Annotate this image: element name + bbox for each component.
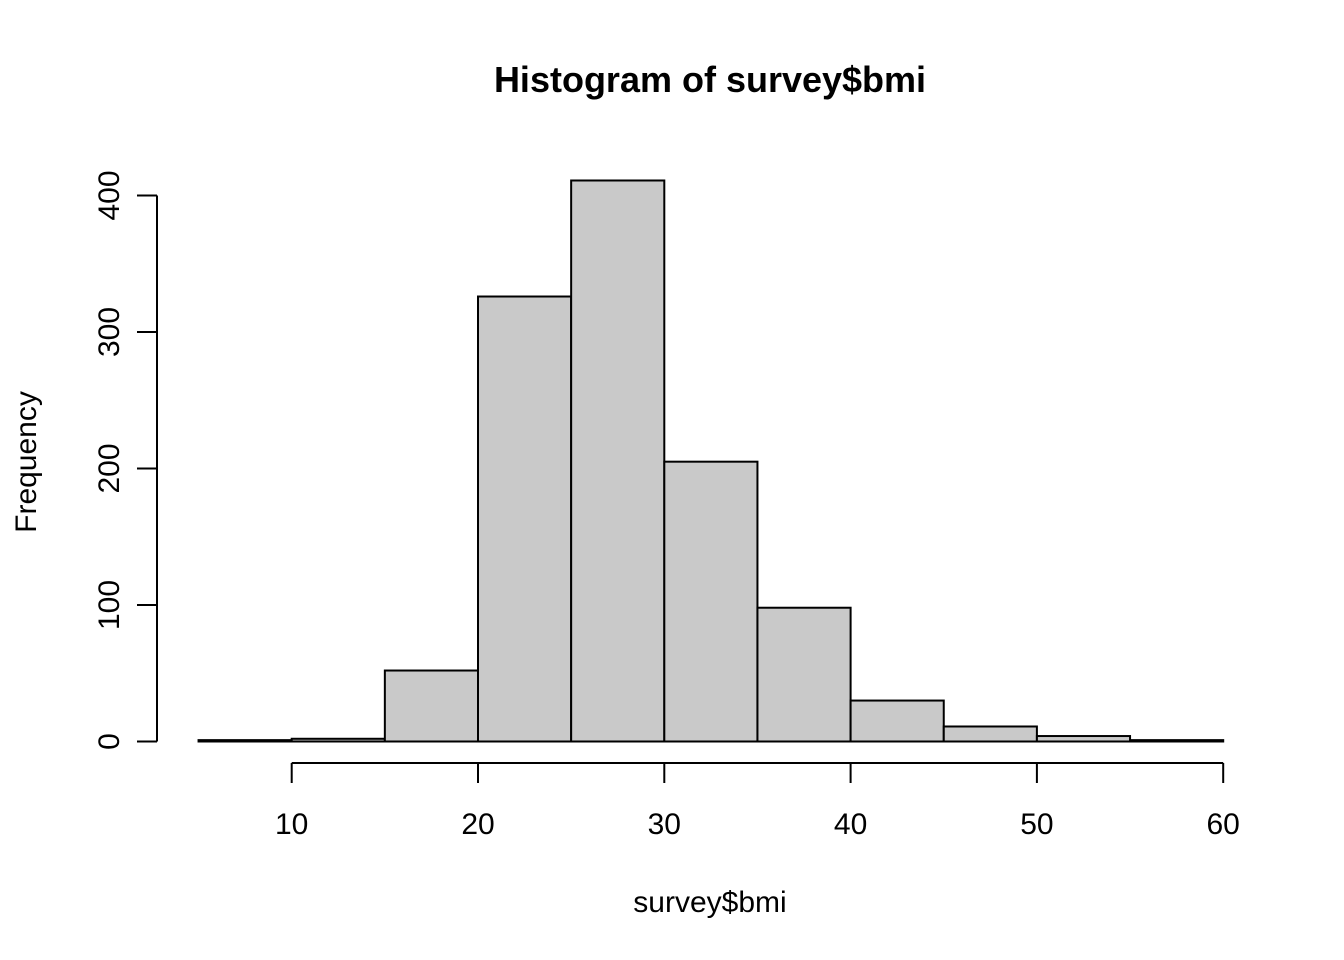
histogram-bar-9: [942, 725, 1038, 743]
histogram-bar-3: [383, 669, 480, 743]
x-axis: 10 20 30 40 50 60: [275, 762, 1240, 841]
histogram-bar-1: [197, 739, 293, 743]
y-tick-label: 300: [93, 307, 126, 357]
chart-title: Histogram of survey$bmi: [494, 59, 926, 100]
x-tick-label: 60: [1207, 808, 1240, 841]
x-tick-label: 50: [1020, 808, 1053, 841]
x-tick-label: 20: [461, 808, 494, 841]
histogram-bar-8: [849, 699, 945, 743]
x-tick-label: 40: [834, 808, 867, 841]
histogram-bar-5: [570, 179, 666, 743]
y-tick-label: 100: [93, 580, 126, 630]
histogram-bar-4: [477, 295, 573, 743]
histogram-bars: [197, 179, 1225, 743]
x-tick-label: 30: [648, 808, 681, 841]
x-axis-label: survey$bmi: [633, 886, 786, 919]
y-tick-label: 0: [93, 733, 126, 750]
histogram-bar-6: [663, 460, 759, 743]
histogram-bar-11: [1129, 739, 1225, 743]
histogram-bar-7: [756, 606, 852, 743]
y-tick-label: 400: [93, 170, 126, 220]
histogram-bar-10: [1035, 735, 1132, 743]
y-tick-label: 200: [93, 443, 126, 493]
y-axis-label: Frequency: [10, 391, 43, 533]
histogram-bar-2: [290, 737, 386, 743]
x-tick-label: 10: [275, 808, 308, 841]
y-axis: 0 100 200 300 400: [93, 170, 158, 750]
